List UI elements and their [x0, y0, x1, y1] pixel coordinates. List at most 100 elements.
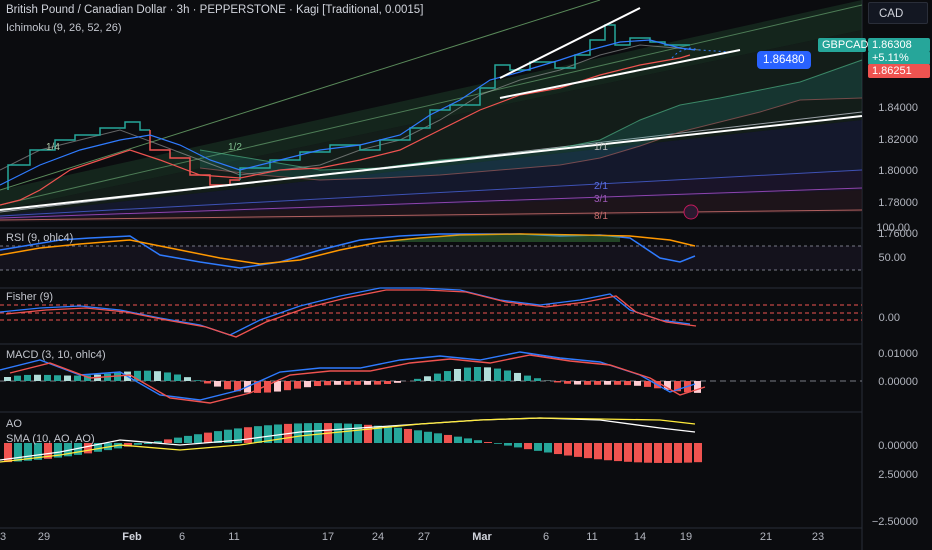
ao-bar	[84, 443, 92, 454]
macd-bar	[4, 377, 11, 381]
fan-line	[0, 169, 863, 217]
fisher-signal	[0, 287, 691, 336]
rsi-tick: 100.00	[876, 222, 910, 234]
senkou-a	[199, 59, 863, 171]
macd-bar	[674, 381, 681, 392]
chart-title: British Pound / Canadian Dollar · 3h · P…	[6, 4, 424, 16]
ao-sma-line	[0, 417, 696, 461]
ao-bar	[434, 433, 442, 443]
forecast-tag[interactable]: 1.86480	[757, 51, 811, 69]
ao-bar	[184, 435, 192, 443]
fisher-line	[5, 289, 697, 338]
ao-tick: −2.50000	[871, 516, 918, 528]
macd-label[interactable]: MACD (3, 10, ohlc4)	[6, 349, 106, 361]
ao-bar	[694, 443, 702, 463]
macd-bar	[504, 370, 511, 381]
macd-bar	[314, 381, 321, 387]
ao-bar	[404, 428, 412, 443]
macd-bar	[464, 367, 471, 381]
fan-line	[0, 0, 601, 191]
rsi-label[interactable]: RSI (9, ohlc4)	[6, 232, 74, 244]
ao-bar	[544, 443, 552, 453]
ao-bar	[154, 441, 162, 443]
ao-bar	[124, 443, 132, 447]
ao-bar	[244, 427, 252, 443]
ao-bar	[454, 436, 462, 443]
ao-bar	[4, 443, 12, 463]
macd-bar	[624, 381, 631, 386]
macd-bar	[144, 370, 151, 381]
macd-bar	[334, 381, 341, 385]
x-tick: Feb	[122, 531, 142, 543]
kagi-up	[7, 121, 150, 190]
ao-sma-label[interactable]: SMA (10, AO, AO)	[6, 433, 95, 445]
ao-bar	[474, 440, 482, 443]
fan-band	[0, 120, 862, 218]
x-tick: 24	[371, 531, 385, 543]
fib-label: 1/4	[46, 142, 60, 153]
ao-bar	[374, 425, 382, 443]
macd-bar	[64, 375, 71, 381]
ao-tick: 2.50000	[878, 469, 918, 481]
fib-label: 2/1	[594, 181, 608, 192]
ao-bar	[364, 424, 372, 443]
x-tick: 27	[417, 531, 431, 543]
macd-bar	[154, 371, 161, 381]
ao-bar	[414, 430, 422, 443]
ao-bar	[344, 423, 352, 443]
ao-bar	[644, 443, 652, 463]
macd-bar	[564, 381, 571, 384]
ao-bar	[384, 426, 392, 443]
x-tick: Mar	[472, 531, 492, 543]
ao-bar	[394, 427, 402, 443]
fib-label: 3/1	[594, 194, 608, 205]
fan-band	[0, 170, 862, 220]
ao-bar	[604, 443, 612, 461]
fan-line	[0, 187, 863, 219]
forecast-line	[671, 47, 731, 59]
ao-bar	[194, 434, 202, 443]
macd-bar	[374, 381, 381, 385]
ao-bar	[224, 429, 232, 443]
ao-bar	[664, 443, 672, 463]
price-tick: 1.78000	[878, 197, 918, 209]
x-tick-partial: 3	[0, 531, 7, 543]
ao-bar	[594, 443, 602, 460]
price-tick: 1.82000	[878, 134, 918, 146]
macd-bar	[514, 372, 521, 381]
macd-bar	[384, 381, 391, 384]
ao-bar	[24, 443, 32, 461]
last-price-tag[interactable]: 1.86308	[868, 38, 930, 52]
x-tick: 23	[811, 531, 825, 543]
symbol-tag[interactable]: GBPCAD	[818, 38, 868, 52]
rsi-band	[0, 246, 862, 270]
ao-bar	[684, 443, 692, 463]
macd-tick: 0.00000	[878, 376, 918, 388]
macd-bar	[644, 381, 651, 387]
macd-bar	[74, 375, 81, 381]
fan-line	[0, 4, 863, 206]
macd-bar	[484, 367, 491, 381]
ao-bar	[484, 441, 492, 443]
ao-tick: 0.00000	[878, 440, 918, 452]
ao-bar	[144, 443, 152, 444]
macd-bar	[534, 378, 541, 381]
ao-bar	[334, 423, 342, 443]
low-price-tag: 1.86251	[868, 64, 930, 78]
macd-bar	[604, 381, 611, 385]
ichimoku-label[interactable]: Ichimoku (9, 26, 52, 26)	[6, 22, 122, 34]
x-tick: 11	[228, 531, 240, 543]
ao-label[interactable]: AO	[6, 418, 22, 430]
ao-bar	[164, 439, 172, 443]
currency-button[interactable]: CAD	[868, 2, 928, 24]
ao-bar	[34, 443, 42, 460]
fisher-label[interactable]: Fisher (9)	[6, 291, 54, 303]
ao-bar	[264, 425, 272, 443]
ao-bar	[64, 443, 72, 457]
ao-bar	[214, 431, 222, 443]
ao-bar	[564, 443, 572, 456]
x-tick: 6	[542, 531, 550, 543]
macd-bar	[304, 381, 311, 388]
ao-bar	[634, 443, 642, 463]
